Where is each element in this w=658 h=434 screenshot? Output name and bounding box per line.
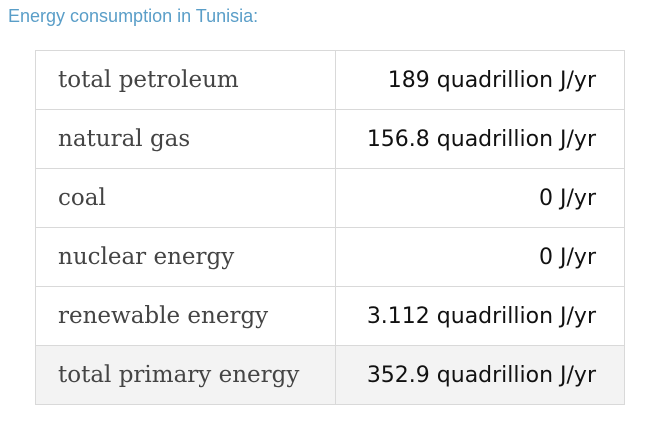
row-value: 189 quadrillion J/yr: [335, 50, 625, 110]
energy-table: total petroleum 189 quadrillion J/yr nat…: [34, 50, 625, 405]
row-label: nuclear energy: [34, 227, 337, 287]
table-row-total-primary-energy: total primary energy 352.9 quadrillion J…: [34, 345, 625, 405]
table-row-total-petroleum: total petroleum 189 quadrillion J/yr: [34, 50, 625, 110]
result-caption: Energy consumption in Tunisia:: [8, 6, 259, 26]
table-row-natural-gas: natural gas 156.8 quadrillion J/yr: [34, 109, 625, 169]
row-label: total petroleum: [34, 50, 337, 110]
row-label: total primary energy: [34, 345, 337, 405]
table-row-nuclear-energy: nuclear energy 0 J/yr: [34, 227, 625, 287]
row-label: renewable energy: [34, 286, 337, 346]
row-value: 0 J/yr: [335, 227, 625, 287]
row-value: 0 J/yr: [335, 168, 625, 228]
row-value: 352.9 quadrillion J/yr: [335, 345, 625, 405]
table-row-coal: coal 0 J/yr: [34, 168, 625, 228]
row-value: 3.112 quadrillion J/yr: [335, 286, 625, 346]
row-label: natural gas: [34, 109, 337, 169]
row-label: coal: [34, 168, 337, 228]
table-row-renewable-energy: renewable energy 3.112 quadrillion J/yr: [34, 286, 625, 346]
row-value: 156.8 quadrillion J/yr: [335, 109, 625, 169]
